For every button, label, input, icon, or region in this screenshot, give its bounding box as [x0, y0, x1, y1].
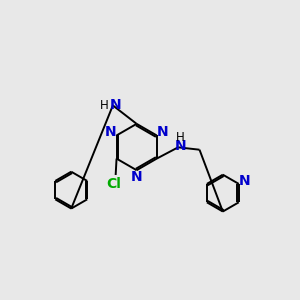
Text: N: N: [157, 125, 168, 139]
Text: N: N: [131, 170, 142, 184]
Text: H: H: [100, 99, 109, 112]
Text: N: N: [110, 98, 121, 112]
Text: H: H: [176, 131, 185, 144]
Text: N: N: [238, 174, 250, 188]
Text: N: N: [105, 125, 117, 139]
Text: N: N: [175, 139, 186, 153]
Text: Cl: Cl: [107, 177, 122, 191]
